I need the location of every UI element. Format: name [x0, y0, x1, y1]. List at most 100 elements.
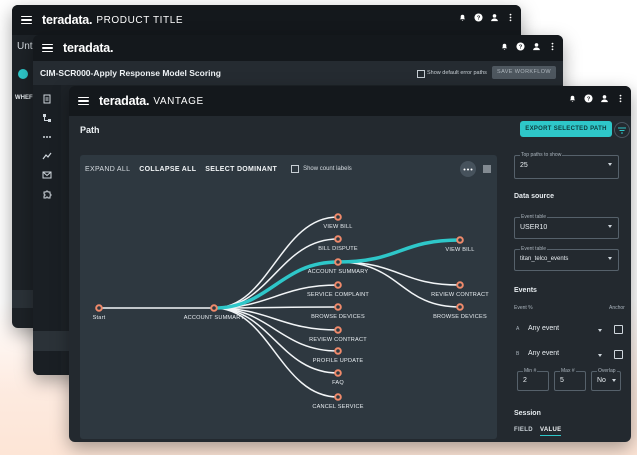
more-horizontal-icon [463, 168, 473, 171]
more-vertical-icon[interactable] [548, 42, 557, 51]
help-icon[interactable]: ? [584, 94, 593, 103]
node[interactable] [456, 236, 464, 244]
node[interactable] [456, 303, 464, 311]
bell-icon[interactable] [458, 13, 467, 22]
dominant-edge [213, 260, 339, 310]
node[interactable] [334, 326, 342, 334]
session-heading: Session [514, 410, 541, 417]
more-options-button[interactable] [460, 161, 476, 177]
menu-icon[interactable] [42, 42, 53, 55]
top-paths-select[interactable]: Top paths to show 25 [514, 152, 619, 179]
filter-button[interactable] [614, 122, 630, 138]
node[interactable] [334, 369, 342, 377]
list-view-icon[interactable] [483, 165, 491, 173]
more-vertical-icon[interactable] [506, 13, 515, 22]
tab-label-partial[interactable]: WHEF [15, 95, 33, 101]
node[interactable] [456, 281, 464, 289]
edge [337, 261, 461, 308]
node[interactable] [210, 304, 218, 312]
document-icon[interactable] [42, 94, 52, 104]
menu-icon[interactable] [78, 95, 89, 108]
user-icon[interactable] [490, 13, 499, 22]
node[interactable] [334, 235, 342, 243]
event-table-value: USER10 [520, 224, 548, 231]
node-label-profile-update: PROFILE UPDATE [313, 358, 364, 364]
svg-text:?: ? [519, 45, 523, 51]
top-paths-label: Top paths to show [520, 152, 563, 158]
tab-partial[interactable]: Unt [17, 41, 33, 52]
node-label-review-contract: REVIEW CONTRACT [309, 337, 367, 343]
more-vertical-icon[interactable] [616, 94, 625, 103]
nodes [95, 213, 464, 401]
save-workflow-button[interactable]: SAVE WORKFLOW [492, 66, 556, 79]
export-selected-path-button[interactable]: EXPORT SELECTED PATH [520, 121, 612, 137]
tab-value[interactable]: VALUE [540, 427, 562, 436]
chevron-down-icon[interactable] [598, 354, 602, 357]
node[interactable] [334, 281, 342, 289]
brand-logo: teradata. [99, 94, 150, 108]
bell-icon[interactable] [500, 42, 509, 51]
expand-all-button[interactable]: EXPAND ALL [85, 165, 131, 173]
chevron-down-icon [612, 379, 616, 382]
menu-icon[interactable] [21, 14, 32, 27]
anchor-checkbox[interactable] [614, 325, 623, 334]
node[interactable] [334, 303, 342, 311]
edge [213, 216, 339, 309]
node-label-cancel-service: CANCEL SERVICE [312, 404, 363, 410]
app-header: teradata. VANTAGE ? [69, 86, 631, 116]
node[interactable] [334, 347, 342, 355]
event-table-2-select[interactable]: Event table titan_telco_events [514, 246, 619, 271]
max-label: Max # [560, 368, 576, 374]
overlap-label: Overlap [597, 368, 617, 374]
help-icon[interactable]: ? [474, 13, 483, 22]
show-error-paths-label: Show default error paths [427, 70, 487, 76]
node-label-service-complaint: SERVICE COMPLAINT [307, 292, 369, 298]
svg-text:?: ? [587, 97, 591, 103]
min-count-field[interactable]: Min # 2 [517, 368, 549, 391]
trend-icon[interactable] [42, 151, 52, 161]
filter-icon [618, 127, 626, 134]
node-label-view-bill-2: VIEW BILL [445, 247, 474, 253]
node-label-review-contract-2: REVIEW CONTRACT [431, 292, 489, 298]
node-label-faq: FAQ [332, 380, 344, 386]
help-icon[interactable]: ? [516, 42, 525, 51]
node[interactable] [95, 304, 103, 312]
max-count-field[interactable]: Max # 5 [554, 368, 586, 391]
app-header: teradata. ? [33, 35, 563, 61]
node-label-browse-devices-2: BROWSE DEVICES [433, 314, 487, 320]
node-label-browse-devices: BROWSE DEVICES [311, 314, 365, 320]
mail-icon[interactable] [42, 170, 52, 180]
left-toolbar [33, 85, 61, 375]
node[interactable] [334, 258, 342, 266]
overlap-value: No [597, 377, 606, 384]
chevron-down-icon[interactable] [598, 329, 602, 332]
top-paths-value: 25 [520, 162, 528, 169]
node-label-view-bill: VIEW BILL [323, 224, 352, 230]
dominant-edge [337, 238, 461, 264]
anchor-label: Anchor [609, 305, 625, 311]
node[interactable] [334, 393, 342, 401]
select-dominant-button[interactable]: SELECT DOMINANT [205, 165, 278, 173]
workflow-bar: CIM-SCR000-Apply Response Model Scoring … [33, 61, 563, 85]
show-error-paths-checkbox[interactable] [417, 70, 425, 78]
overlap-select[interactable]: Overlap No [591, 368, 621, 391]
bell-icon[interactable] [568, 94, 577, 103]
node[interactable] [334, 213, 342, 221]
anchor-checkbox[interactable] [614, 350, 623, 359]
flow-icon[interactable] [42, 113, 52, 123]
collapse-all-button[interactable]: COLLAPSE ALL [139, 165, 197, 173]
path-diagram: Start ACCOUNT SUMMARY VIEW BILL BILL DIS… [93, 213, 489, 410]
user-icon[interactable] [600, 94, 609, 103]
more-horizontal-icon[interactable] [42, 132, 52, 142]
event-select-value[interactable]: Any event [528, 350, 560, 357]
show-count-labels-checkbox[interactable] [291, 165, 300, 173]
data-source-heading: Data source [514, 193, 555, 200]
event-table-select[interactable]: Event table USER10 [514, 214, 619, 239]
node-labels: Start ACCOUNT SUMMARY VIEW BILL BILL DIS… [93, 224, 489, 410]
tab-field[interactable]: FIELD [514, 427, 533, 433]
svg-text:?: ? [477, 16, 481, 22]
brand-logo: teradata. [42, 13, 93, 27]
event-select-value[interactable]: Any event [528, 325, 560, 332]
user-icon[interactable] [532, 42, 541, 51]
puzzle-icon[interactable] [42, 189, 52, 199]
